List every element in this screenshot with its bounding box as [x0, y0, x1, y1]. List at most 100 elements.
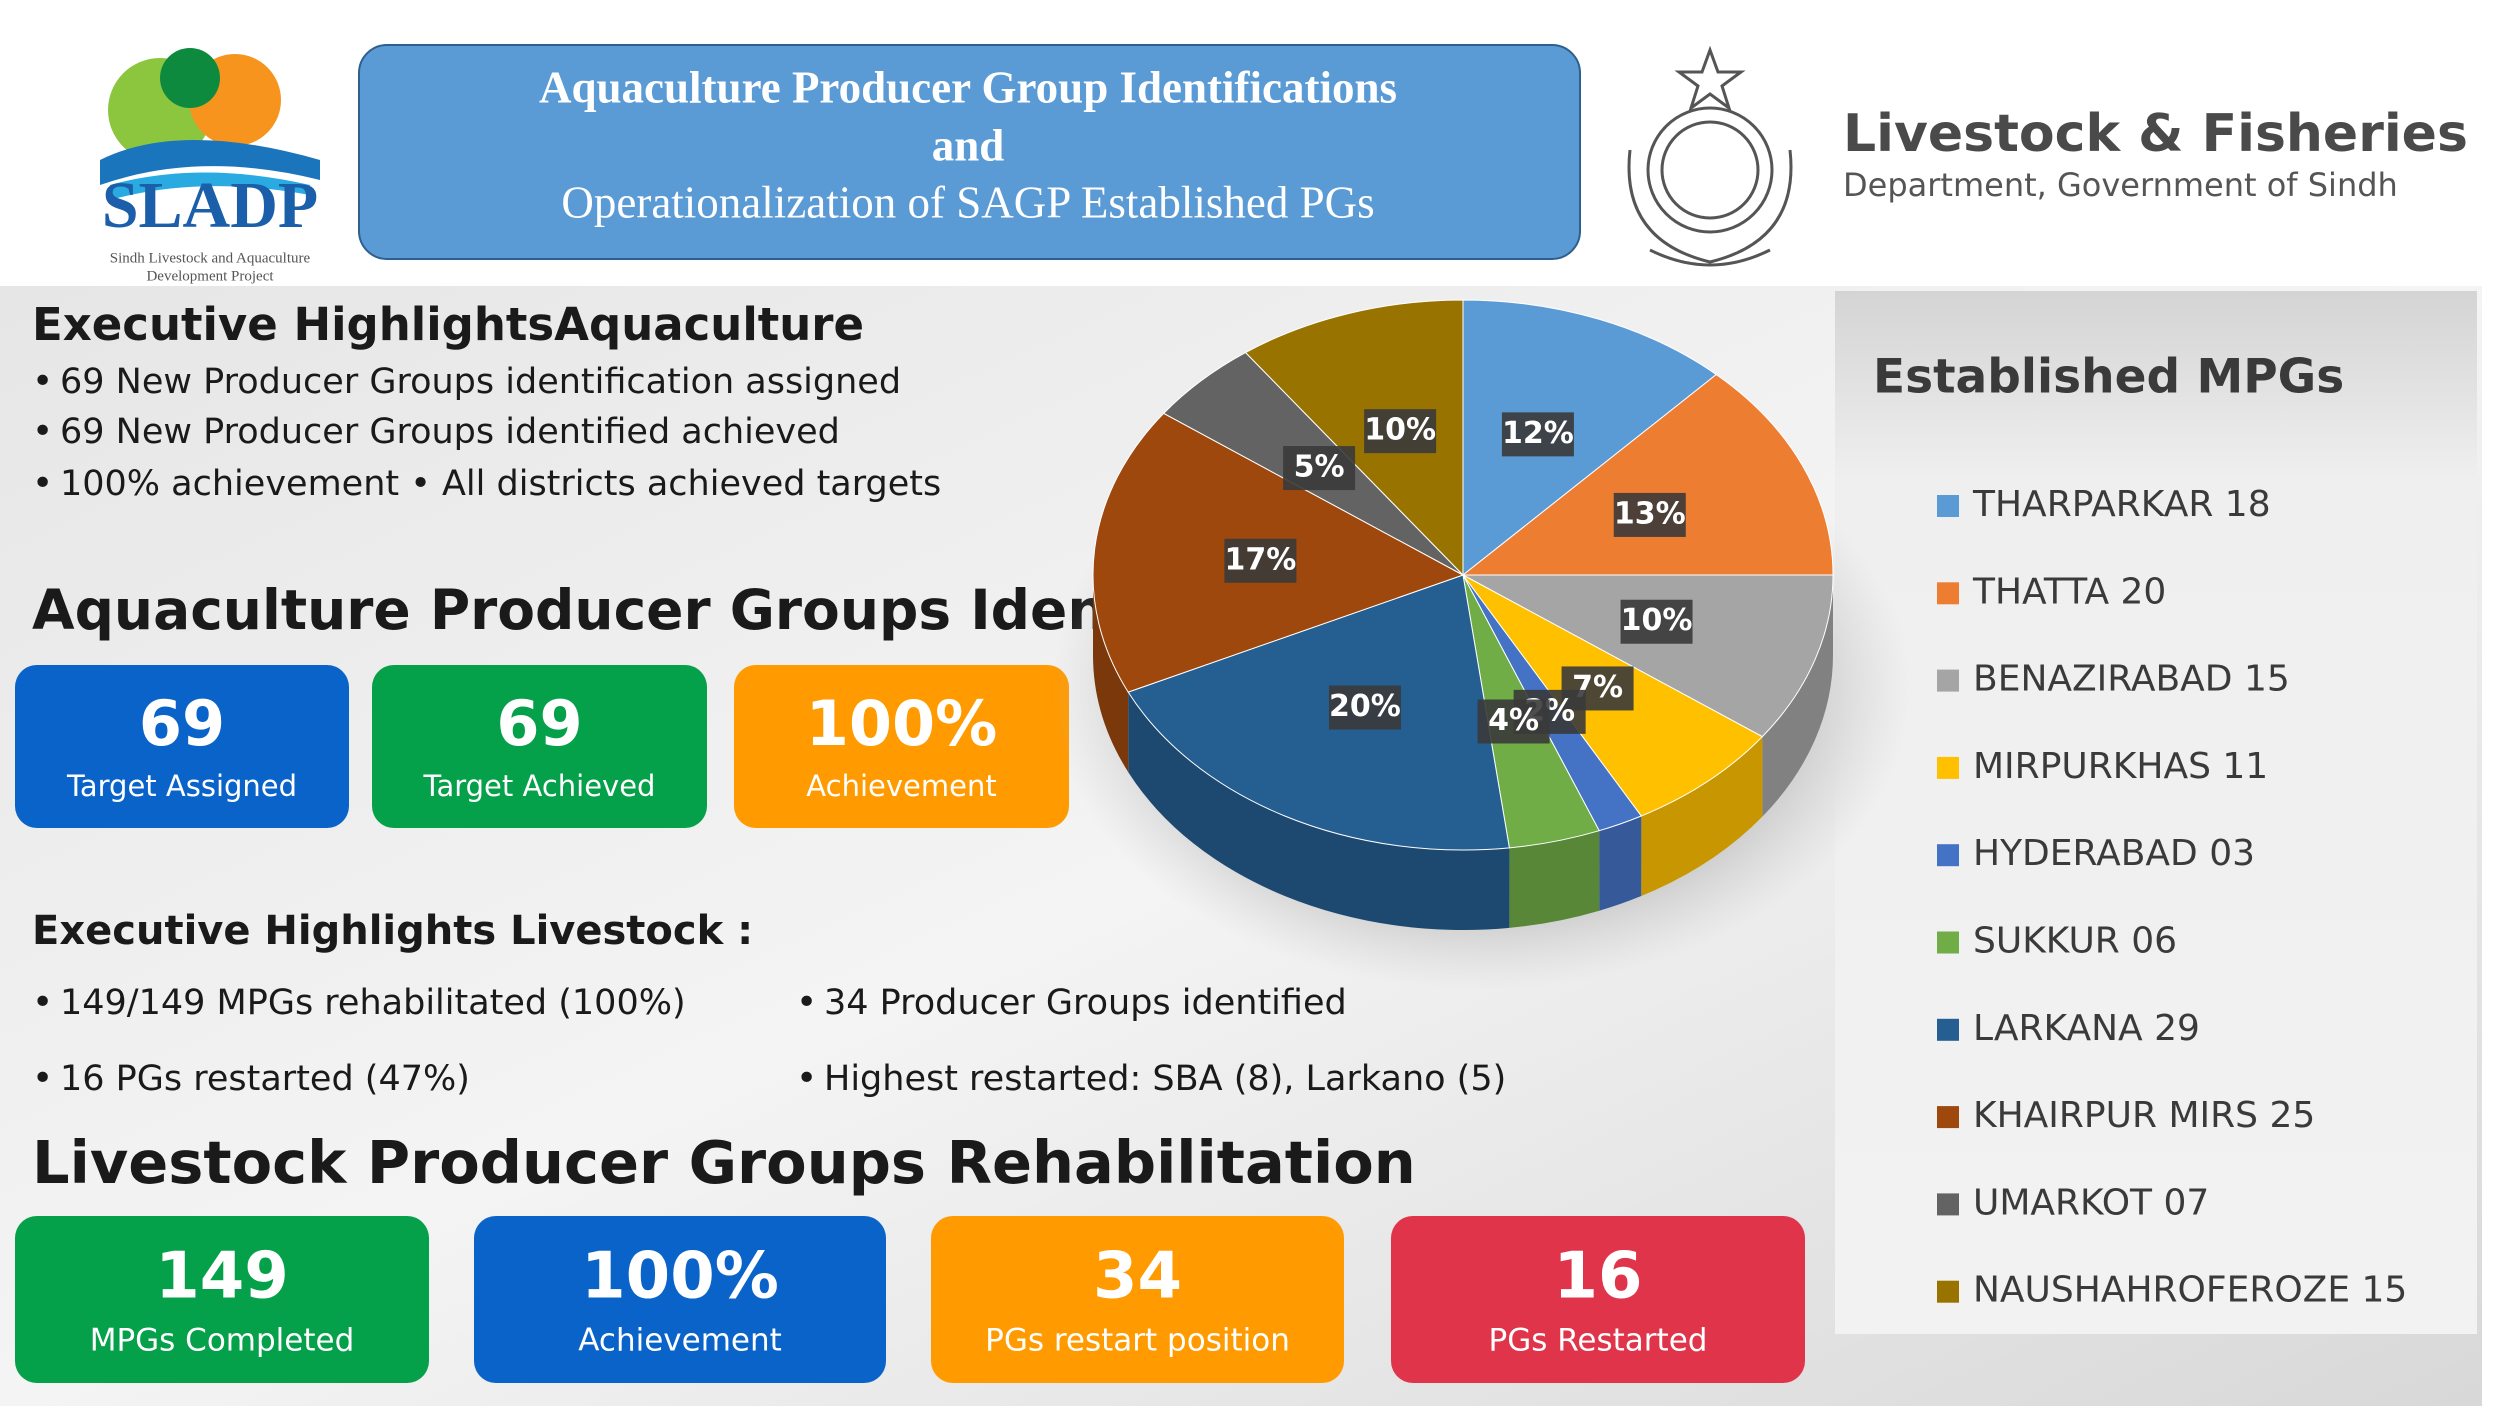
data-label-box [1620, 599, 1693, 644]
data-label: 13% [1614, 496, 1686, 531]
sladp-caption: Sindh Livestock and Aquaculture [110, 250, 311, 266]
pie-slice [1462, 574, 1834, 738]
pie-side [1599, 815, 1642, 911]
bullet-dot: • [32, 982, 53, 1023]
bullet-dot: • [796, 982, 817, 1023]
stat-value: 69 [139, 687, 225, 760]
bullet-dot: • [32, 1058, 53, 1099]
legend-swatch [1937, 495, 1959, 517]
stat-card [931, 1216, 1344, 1383]
stat-card [474, 1216, 886, 1383]
data-label: 10% [1621, 603, 1693, 638]
pie-side [1762, 575, 1834, 817]
legend-title: Established MPGs [1873, 350, 2344, 405]
legend-label: THARPARKAR 18 [1972, 484, 2271, 525]
legend-label: UMARKOT 07 [1973, 1182, 2209, 1223]
pie-slice [1461, 373, 1834, 576]
bullet-text: 69 New Producer Groups identification as… [60, 362, 901, 402]
data-label: 4% [1488, 703, 1539, 738]
stat-label: MPGs Completed [90, 1323, 355, 1359]
data-label-box [1283, 446, 1356, 491]
pie-side [1128, 692, 1510, 930]
pie-side [1641, 736, 1763, 896]
bullet-text: 16 PGs restarted (47%) [60, 1059, 470, 1099]
data-label-box [1224, 538, 1297, 583]
legend-swatch [1937, 931, 1959, 954]
aquaculture-bullets: • 69 New Producer Groups identification a… [32, 361, 941, 504]
stat-card [1391, 1216, 1805, 1383]
legend-label: NAUSHAHROFEROZE 15 [1973, 1270, 2407, 1311]
livestock-heading: Executive Highlights Livestock : [32, 908, 753, 954]
stat-label: Target Assigned [66, 769, 297, 803]
stat-card [734, 665, 1069, 828]
sindh-emblem [1627, 45, 1793, 267]
legend-swatch [1937, 1280, 1959, 1303]
aquaculture-cards: 69 Target Assigned 69 Target Achieved 100% Ac… [15, 665, 1069, 828]
data-label-box [1364, 409, 1437, 454]
livestock-cards: 149 MPGs Completed 100% Achievement 34 PGs re… [15, 1216, 1805, 1383]
legend-label: BENAZIRABAD 15 [1973, 659, 2290, 700]
pie-slice [1244, 299, 1464, 577]
sladp-wordmark: SLADP [102, 169, 318, 242]
data-label: 10% [1364, 413, 1436, 448]
bullet-text: 69 New Producer Groups identified achiev… [60, 412, 840, 452]
pie [1092, 299, 1834, 851]
legend-swatch [1937, 1106, 1959, 1129]
stat-card [372, 665, 707, 828]
legend-label: SUKKUR 06 [1973, 921, 2177, 962]
pie-side [1509, 830, 1600, 928]
stat-label: PGs restart position [985, 1323, 1290, 1359]
stat-value: 100% [581, 1240, 779, 1314]
bullet-text: 149/149 MPGs rehabilitated (100%) [60, 983, 686, 1023]
sladp-logo: SLADP Sindh Livestock and Aquaculture De… [100, 48, 320, 284]
bullet-dot: • [32, 463, 53, 504]
stat-value: 100% [806, 687, 998, 760]
stat-label: PGs Restarted [1489, 1323, 1708, 1359]
legend-swatch [1937, 756, 1959, 779]
aquaculture-heading: Executive HighlightsAquaculture [32, 298, 864, 351]
data-label-box [1477, 699, 1550, 744]
data-label: 5% [1294, 450, 1345, 485]
pie-side [1093, 575, 1129, 773]
livestock-bullets: • 149/149 MPGs rehabilitated (100%) • 34 Pr… [32, 982, 1506, 1099]
legend-swatch [1937, 582, 1959, 605]
pie-slice [1462, 299, 1718, 577]
header-title: Aquaculture Producer Group Identificatio… [539, 62, 1397, 112]
stat-value: 16 [1553, 1240, 1642, 1314]
legend: THARPARKAR 18 THATTA 20 BENAZIRABAD 15 MIRP… [1937, 484, 2407, 1311]
bullet-dot: • [796, 1058, 817, 1099]
legend-label: MIRPURKHAS 11 [1973, 746, 2268, 787]
livestock-section-title: Livestock Producer Groups Rehabilitation [32, 1128, 1416, 1197]
data-label-box [1613, 492, 1686, 537]
legend-swatch [1937, 669, 1959, 692]
legend-swatch [1937, 844, 1959, 867]
legend-label: THATTA 20 [1972, 571, 2166, 612]
bullet-text: Highest restarted: SBA (8), Larkano (5) [824, 1059, 1506, 1099]
header-box [358, 44, 1581, 260]
data-label-box [1328, 685, 1401, 730]
legend-label: HYDERABAD 03 [1973, 833, 2255, 874]
department-title: Livestock & Fisheries [1843, 104, 2468, 164]
bullet-text: 34 Producer Groups identified [824, 983, 1347, 1023]
header-subtitle: Operationalization of SAGP Established P… [561, 177, 1374, 227]
pie-labels: 12%13%10%7%2%4%20%17%5%10% [1224, 409, 1693, 744]
bullet-text: 100% achievement • All districts achieve… [60, 464, 941, 504]
header-title: and [932, 120, 1005, 170]
stat-value: 34 [1093, 1240, 1182, 1314]
pie-slice [1127, 574, 1510, 851]
stat-value: 69 [496, 687, 582, 760]
data-label: 17% [1224, 542, 1296, 577]
legend-swatch [1937, 1018, 1959, 1041]
bullet-dot: • [32, 361, 53, 402]
department-subtitle: Department, Government of Sindh [1843, 166, 2398, 204]
sladp-caption: Development Project [146, 268, 274, 284]
stat-label: Target Achieved [423, 769, 656, 803]
bullet-dot: • [32, 411, 53, 452]
stat-card [15, 1216, 429, 1383]
stat-label: Achievement [806, 769, 996, 803]
data-label: 12% [1502, 416, 1574, 451]
legend-label: LARKANA 29 [1973, 1008, 2200, 1049]
legend-swatch [1937, 1193, 1959, 1216]
